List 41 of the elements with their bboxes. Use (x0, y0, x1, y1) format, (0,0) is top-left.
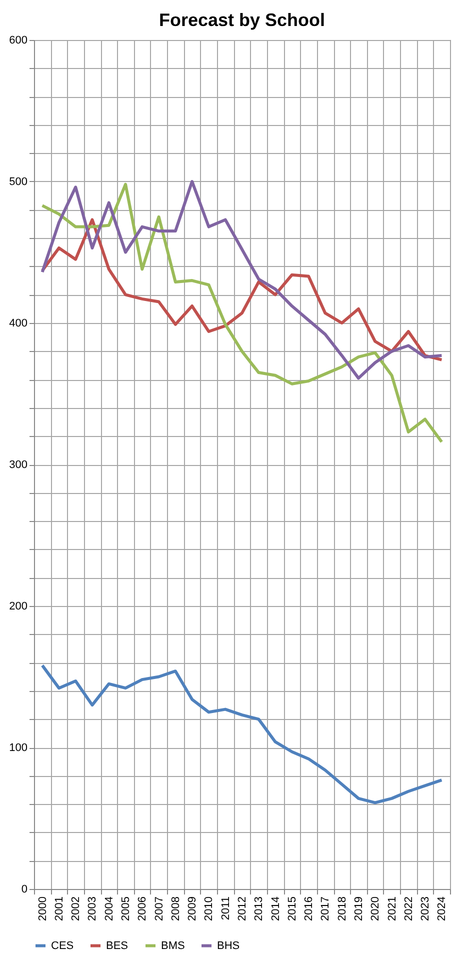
x-tick-label: 2019 (352, 896, 365, 921)
x-tick-label: 2004 (103, 896, 116, 921)
y-tick-label: 200 (9, 600, 28, 612)
x-tick-label: 2000 (36, 896, 49, 921)
x-tick-label: 2017 (320, 896, 332, 921)
y-tick-label: 300 (9, 459, 28, 471)
x-tick-label: 2005 (120, 896, 132, 921)
x-tick-label: 2016 (303, 896, 316, 921)
x-tick-label: 2009 (186, 896, 199, 921)
y-tick-label: 0 (21, 884, 28, 896)
x-tick-label: 2007 (153, 896, 166, 921)
y-tick-label: 100 (9, 742, 28, 754)
x-tick-label: 2006 (136, 896, 149, 921)
x-tick-label: 2023 (420, 896, 432, 921)
line-series (40, 218, 444, 362)
x-tick-label: 2021 (386, 896, 398, 921)
line-series (40, 664, 444, 804)
x-tick-label: 2018 (336, 896, 348, 921)
x-tick-label: 2008 (170, 896, 182, 921)
x-tick-label: 2022 (402, 896, 415, 921)
y-tick-label: 500 (9, 176, 28, 188)
x-tick-label: 2024 (436, 896, 448, 921)
y-tick-label: 400 (9, 318, 28, 330)
x-tick-label: 2013 (253, 896, 266, 921)
legend-label: BHS (217, 940, 240, 952)
x-tick-label: 2014 (270, 896, 282, 921)
line-series (40, 182, 444, 444)
legend-label: BES (106, 940, 128, 952)
x-tick-label: 2002 (70, 896, 82, 921)
legend-label: CES (51, 940, 74, 952)
y-tick-label: 600 (9, 34, 28, 46)
x-tick-label: 2010 (203, 896, 216, 921)
x-tick-label: 2015 (286, 896, 298, 921)
x-tick-label: 2011 (220, 896, 232, 920)
x-tick-label: 2001 (53, 896, 66, 921)
x-tick-label: 2020 (370, 896, 382, 921)
chart-title: Forecast by School (158, 10, 326, 30)
legend-label: BMS (161, 940, 185, 952)
x-tick-label: 2012 (236, 896, 248, 921)
line-series (40, 180, 444, 380)
x-tick-label: 2003 (86, 896, 99, 921)
